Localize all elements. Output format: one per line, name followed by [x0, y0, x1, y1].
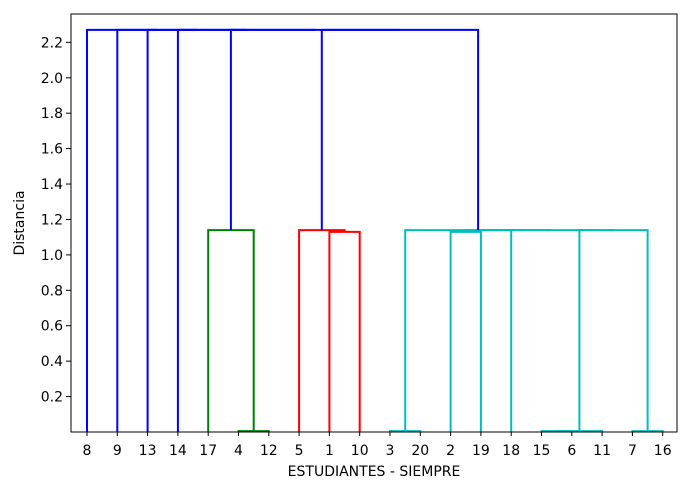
y-tick-label: 0.6 — [41, 319, 63, 335]
y-axis-label: Distancia — [12, 190, 28, 255]
leaf-label: 18 — [502, 443, 520, 459]
leaf-label: 13 — [139, 443, 157, 459]
leaf-label: 2 — [446, 443, 455, 459]
dendrogram-link-cyan — [449, 230, 482, 432]
dendrogram-links — [86, 28, 664, 433]
dendrogram-link-green — [207, 229, 255, 432]
x-axis-leaf-labels: 8 9 13 14 17 4 12 5 1 10 3 20 2 19 18 15 6 11 7 16 — [83, 432, 672, 459]
y-tick-label: 1.0 — [41, 248, 63, 264]
y-tick-label: 2.0 — [41, 71, 63, 87]
dendrogram-link-blue — [116, 28, 198, 432]
dendrogram-link-blue — [320, 28, 480, 231]
dendrogram-link-red — [328, 230, 361, 432]
y-tick-label: 1.4 — [41, 177, 63, 193]
dendrogram-link-blue — [86, 28, 158, 432]
dendrogram-link-red — [298, 229, 346, 432]
y-tick-label: 0.8 — [41, 283, 63, 299]
leaf-label: 17 — [199, 443, 217, 459]
dendrogram-link-cyan — [578, 229, 649, 432]
leaf-label: 9 — [113, 443, 122, 459]
leaf-label: 15 — [533, 443, 551, 459]
leaf-label: 20 — [411, 443, 429, 459]
leaf-label: 11 — [593, 443, 611, 459]
plot-frame — [70, 13, 678, 433]
y-tick-label: 0.2 — [41, 390, 63, 406]
y-tick-label: 1.2 — [41, 212, 63, 228]
dendrogram-link-cyan — [464, 229, 513, 432]
leaf-label: 1 — [325, 443, 334, 459]
y-tick-label: 0.4 — [41, 354, 63, 370]
leaf-label: 4 — [234, 443, 243, 459]
x-axis-label: ESTUDIANTES - SIEMPRE — [288, 464, 461, 480]
y-tick-label: 1.6 — [41, 142, 63, 158]
leaf-label: 7 — [628, 443, 637, 459]
leaf-label: 12 — [260, 443, 278, 459]
y-tick-label: 1.8 — [41, 106, 63, 122]
y-axis-ticks: 0.2 0.4 0.6 0.8 1.0 1.2 1.4 1.6 1.8 2.0 2.2 — [41, 35, 71, 406]
leaf-label: 10 — [351, 443, 369, 459]
y-tick-label: 2.2 — [41, 35, 63, 51]
leaf-label: 14 — [169, 443, 187, 459]
leaf-label: 3 — [386, 443, 395, 459]
leaf-label: 16 — [654, 443, 672, 459]
leaf-label: 19 — [472, 443, 490, 459]
dendrogram-link-cyan — [404, 229, 551, 432]
leaf-label: 8 — [83, 443, 92, 459]
dendrogram-link-blue — [229, 28, 400, 231]
leaf-label: 6 — [567, 443, 576, 459]
leaf-label: 5 — [295, 443, 304, 459]
